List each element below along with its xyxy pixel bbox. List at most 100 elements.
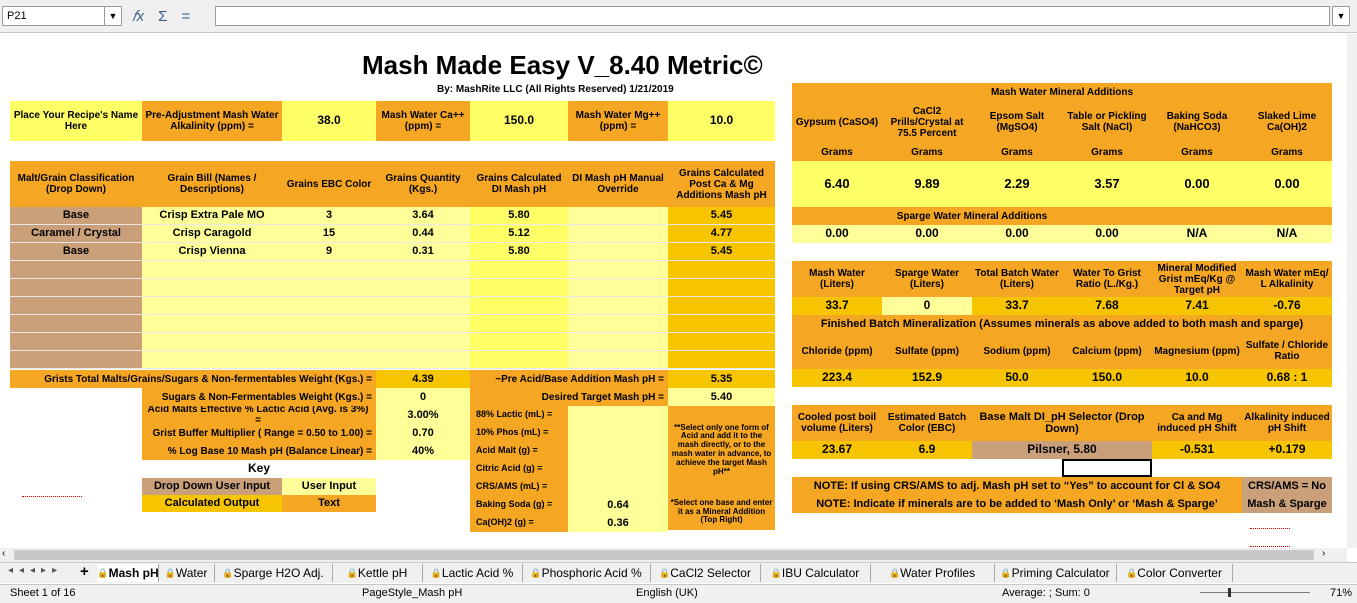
grain-empty-cell[interactable] xyxy=(568,333,668,351)
grain-cell[interactable] xyxy=(568,225,668,243)
grain-cell[interactable]: 9 xyxy=(282,243,376,261)
tab-nav-icons[interactable]: ◂◂◂▸▸ xyxy=(8,565,64,576)
scroll-right-icon[interactable]: › xyxy=(1322,548,1326,559)
sparge-value[interactable]: 0.00 xyxy=(1062,225,1152,243)
grain-empty-cell[interactable] xyxy=(568,315,668,333)
sparge-value[interactable]: 0.00 xyxy=(882,225,972,243)
grain-cell[interactable]: 0.44 xyxy=(376,225,470,243)
grain-empty-cell[interactable] xyxy=(376,279,470,297)
tab-cacl2-selector[interactable]: 🔒 CaCl2 Selector xyxy=(650,564,761,582)
acid-malt-value[interactable]: 3.00% xyxy=(376,406,470,424)
sparge-value[interactable]: N/A xyxy=(1242,225,1332,243)
grain-empty-cell[interactable] xyxy=(10,315,142,333)
zoom-slider[interactable] xyxy=(1200,592,1310,593)
horizontal-scroll-thumb[interactable] xyxy=(14,550,1314,560)
grain-empty-cell[interactable] xyxy=(376,297,470,315)
grain-cell[interactable]: Base xyxy=(10,207,142,225)
tab-ibu-calculator[interactable]: 🔒 IBU Calculator xyxy=(760,564,871,582)
grain-empty-cell[interactable] xyxy=(142,333,282,351)
grain-empty-cell[interactable] xyxy=(376,333,470,351)
grain-empty-cell[interactable] xyxy=(142,315,282,333)
target-ph-value[interactable]: 5.40 xyxy=(668,388,775,406)
grain-empty-cell[interactable] xyxy=(142,297,282,315)
grain-empty-cell[interactable] xyxy=(10,351,142,369)
add-sheet-icon[interactable]: + xyxy=(80,563,89,580)
function-wizard-icon[interactable]: 𝑓x xyxy=(132,7,145,25)
acid-value[interactable] xyxy=(568,442,668,460)
alkalinity-value[interactable]: 38.0 xyxy=(282,101,376,141)
grain-empty-cell[interactable] xyxy=(142,261,282,279)
grain-empty-cell[interactable] xyxy=(376,315,470,333)
grain-cell[interactable]: 0.31 xyxy=(376,243,470,261)
tab-lactic-acid[interactable]: 🔒 Lactic Acid % xyxy=(422,564,523,582)
mineral-value[interactable]: 0.00 xyxy=(1242,161,1332,207)
grain-cell[interactable]: 3 xyxy=(282,207,376,225)
grain-empty-cell[interactable] xyxy=(282,279,376,297)
grain-empty-cell[interactable] xyxy=(282,315,376,333)
grain-cell[interactable]: 15 xyxy=(282,225,376,243)
acid-value[interactable] xyxy=(568,424,668,442)
acid-value[interactable]: 0.64 xyxy=(568,496,668,514)
formula-input[interactable] xyxy=(215,6,1330,26)
grain-empty-cell[interactable] xyxy=(568,261,668,279)
boil-value[interactable]: Pilsner, 5.80 xyxy=(972,441,1152,459)
name-box[interactable]: P21 ▼ xyxy=(2,6,122,26)
grain-empty-cell[interactable] xyxy=(568,351,668,369)
equals-icon[interactable]: = xyxy=(181,7,191,25)
grain-empty-cell[interactable] xyxy=(282,297,376,315)
grain-empty-cell[interactable] xyxy=(10,333,142,351)
tab-phosphoric-acid[interactable]: 🔒 Phosphoric Acid % xyxy=(522,564,651,582)
tab-kettle-ph[interactable]: 🔒 Kettle pH xyxy=(332,564,423,582)
grain-empty-cell[interactable] xyxy=(282,333,376,351)
acid-value[interactable]: 0.36 xyxy=(568,514,668,532)
mg-value[interactable]: 10.0 xyxy=(668,101,775,141)
grain-empty-cell[interactable] xyxy=(568,279,668,297)
grain-cell[interactable]: Crisp Vienna xyxy=(142,243,282,261)
vertical-scrollbar[interactable] xyxy=(1347,34,1357,548)
tab-water-profiles[interactable]: 🔒 Water Profiles xyxy=(870,564,995,582)
grain-empty-cell[interactable] xyxy=(376,351,470,369)
grain-cell[interactable]: Caramel / Crystal xyxy=(10,225,142,243)
acid-value[interactable] xyxy=(568,460,668,478)
crs-selector[interactable]: CRS/AMS = No xyxy=(1242,477,1332,495)
tab-water[interactable]: 🔒 Water xyxy=(158,564,215,582)
mineral-value[interactable]: 0.00 xyxy=(1152,161,1242,207)
grain-empty-cell[interactable] xyxy=(282,261,376,279)
acid-value[interactable] xyxy=(568,406,668,424)
mineral-value[interactable]: 9.89 xyxy=(882,161,972,207)
tab-mash-ph[interactable]: 🔒 Mash pH xyxy=(97,564,159,582)
sparge-value[interactable]: N/A xyxy=(1152,225,1242,243)
expand-formula-icon[interactable]: ▼ xyxy=(1332,6,1350,26)
grain-empty-cell[interactable] xyxy=(142,351,282,369)
mineral-value[interactable]: 2.29 xyxy=(972,161,1062,207)
grain-empty-cell[interactable] xyxy=(10,297,142,315)
grain-cell[interactable]: Crisp Extra Pale MO xyxy=(142,207,282,225)
sparge-value[interactable]: 0.00 xyxy=(972,225,1062,243)
sugars-value[interactable]: 0 xyxy=(376,388,470,406)
grain-empty-cell[interactable] xyxy=(10,261,142,279)
grain-empty-cell[interactable] xyxy=(568,297,668,315)
mash-sparge-selector[interactable]: Mash & Sparge xyxy=(1242,495,1332,513)
grain-cell[interactable]: Base xyxy=(10,243,142,261)
grain-empty-cell[interactable] xyxy=(376,261,470,279)
grain-empty-cell[interactable] xyxy=(142,279,282,297)
mineral-value[interactable]: 6.40 xyxy=(792,161,882,207)
recipe-name-cell[interactable]: Place Your Recipe's Name Here xyxy=(10,101,142,141)
tab-color-converter[interactable]: 🔒 Color Converter xyxy=(1116,564,1233,582)
sparge-value[interactable]: 0.00 xyxy=(792,225,882,243)
grain-cell[interactable]: 3.64 xyxy=(376,207,470,225)
acid-value[interactable] xyxy=(568,478,668,496)
grain-cell[interactable]: Crisp Caragold xyxy=(142,225,282,243)
grain-cell[interactable] xyxy=(568,243,668,261)
tab-priming-calculator[interactable]: 🔒 Priming Calculator xyxy=(994,564,1117,582)
log-value[interactable]: 40% xyxy=(376,442,470,460)
buffer-value[interactable]: 0.70 xyxy=(376,424,470,442)
zoom-slider-thumb[interactable] xyxy=(1228,588,1231,597)
grain-cell[interactable] xyxy=(568,207,668,225)
tab-sparge-h2o-adj[interactable]: 🔒 Sparge H2O Adj. xyxy=(214,564,333,582)
sum-icon[interactable]: Σ xyxy=(158,7,168,25)
mineral-value[interactable]: 3.57 xyxy=(1062,161,1152,207)
chevron-down-icon[interactable]: ▼ xyxy=(104,7,121,25)
water-value[interactable]: 0 xyxy=(882,297,972,315)
scroll-left-icon[interactable]: ‹ xyxy=(2,548,6,559)
